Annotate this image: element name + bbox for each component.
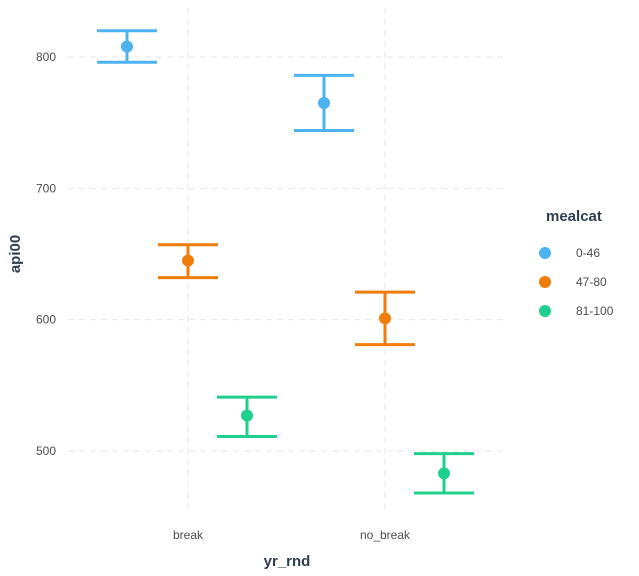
data-point	[241, 409, 253, 422]
y-tick-label: 600	[36, 313, 56, 327]
error-bar	[294, 73, 354, 133]
legend-label: 81-100	[576, 304, 614, 318]
legend: mealcat 0-46 47-80 81-100	[539, 208, 614, 318]
legend-item: 81-100	[539, 304, 614, 318]
data-point	[182, 254, 194, 267]
x-tick-label: no_break	[360, 528, 411, 542]
x-axis-ticks: break no_break	[173, 528, 411, 542]
y-tick-label: 800	[36, 50, 56, 64]
legend-items: 0-46 47-80 81-100	[539, 246, 614, 318]
y-tick-label: 700	[36, 181, 56, 195]
legend-key	[539, 247, 551, 259]
legend-label: 0-46	[576, 246, 600, 260]
legend-key	[539, 305, 551, 317]
x-axis-title: yr_rnd	[264, 553, 311, 570]
y-tick-label: 500	[36, 444, 56, 458]
error-bar	[158, 243, 218, 280]
legend-item: 0-46	[539, 246, 600, 260]
error-bar	[97, 29, 157, 64]
x-tick-label: break	[173, 528, 204, 542]
grid	[68, 8, 505, 510]
legend-key	[539, 276, 551, 288]
error-bar	[355, 290, 415, 347]
plot-marks	[97, 29, 474, 495]
error-bar	[217, 395, 277, 439]
data-point	[379, 312, 391, 325]
data-point	[121, 40, 133, 53]
error-bar	[414, 452, 474, 495]
data-point	[438, 467, 450, 480]
data-point	[318, 96, 330, 109]
y-axis-ticks: 500 600 700 800	[36, 50, 56, 458]
y-axis-title: api00	[7, 235, 24, 273]
legend-item: 47-80	[539, 275, 607, 289]
legend-title: mealcat	[546, 208, 602, 225]
legend-label: 47-80	[576, 275, 607, 289]
